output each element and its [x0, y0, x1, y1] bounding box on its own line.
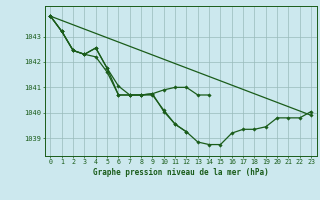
X-axis label: Graphe pression niveau de la mer (hPa): Graphe pression niveau de la mer (hPa) — [93, 168, 269, 177]
